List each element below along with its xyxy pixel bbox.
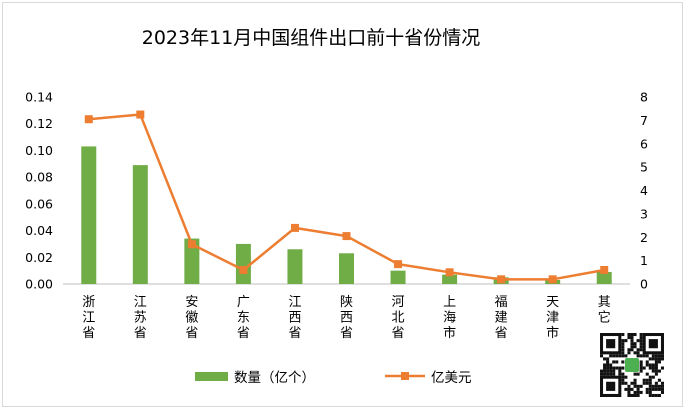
right-tick-label: 4 (640, 183, 648, 198)
legend-line-marker (401, 372, 409, 380)
line-point (600, 265, 609, 274)
bar (287, 249, 303, 284)
legend-line-label: 亿美元 (431, 370, 472, 386)
right-tick-label: 8 (640, 90, 648, 105)
right-tick-label: 1 (640, 253, 648, 268)
category-label: 安徽省 (185, 295, 198, 341)
bar (596, 271, 612, 284)
category-label: 上海市 (443, 295, 456, 341)
category-label: 陕西省 (340, 295, 353, 341)
right-tick-label: 3 (640, 206, 648, 221)
bar (132, 165, 148, 284)
right-axis-ticks: 0 1 2 3 4 5 6 7 8 (640, 90, 648, 292)
chart-frame: 2023年11月中国组件出口前十省份情况 0.00 0.02 0.04 0.06 0.0… (2, 2, 683, 407)
legend-bar-swatch (195, 372, 228, 381)
right-tick-label: 0 (640, 277, 648, 292)
category-label: 福建省 (495, 295, 508, 341)
category-label: 其它 (598, 295, 611, 326)
right-tick-label: 6 (640, 136, 648, 151)
category-label: 天津市 (546, 295, 559, 341)
chart-title: 2023年11月中国组件出口前十省份情况 (142, 27, 481, 49)
line-point (239, 265, 248, 274)
left-tick-label: 0.06 (25, 196, 53, 211)
bar (235, 243, 251, 284)
line-point (548, 275, 557, 284)
line-point (84, 115, 93, 124)
line-point (290, 223, 299, 232)
left-tick-label: 0.14 (25, 90, 53, 105)
left-tick-label: 0.02 (25, 250, 53, 265)
left-tick-label: 0.12 (25, 116, 53, 131)
category-label: 江苏省 (134, 295, 147, 341)
qr-code-image (600, 333, 664, 397)
line-point (136, 110, 145, 119)
category-label: 浙江省 (82, 295, 95, 341)
right-tick-label: 2 (640, 230, 648, 245)
category-label: 河北省 (392, 295, 405, 341)
line-point (187, 240, 196, 249)
bar (184, 238, 200, 284)
left-tick-label: 0.00 (25, 277, 53, 292)
line-point (445, 268, 454, 277)
category-label: 江西省 (288, 295, 301, 341)
bar (81, 146, 97, 284)
category-label: 广东省 (237, 295, 250, 341)
left-axis-ticks: 0.00 0.02 0.04 0.06 0.08 0.10 0.12 0.14 (25, 90, 53, 292)
left-tick-label: 0.08 (25, 170, 53, 185)
bar (390, 270, 406, 284)
left-tick-label: 0.04 (25, 223, 53, 238)
bar (339, 253, 354, 284)
category-labels: 浙江省 江苏省 安徽省 广东省 江西省 陕西省 河北省 上海市 福建省 天津市 其它 (82, 295, 610, 341)
right-tick-label: 5 (640, 160, 648, 175)
chart-canvas: 2023年11月中国组件出口前十省份情况 0.000.020.040.060.0… (25, 27, 664, 397)
bar (442, 274, 458, 284)
right-tick-label: 7 (640, 113, 648, 128)
line-point (497, 275, 506, 284)
legend: 数量（亿个） 亿美元 (195, 370, 472, 386)
line-series (84, 110, 609, 284)
legend-bar-label: 数量（亿个） (234, 370, 315, 386)
left-tick-label: 0.10 (25, 143, 53, 158)
line-point (394, 260, 403, 269)
line-point (342, 232, 351, 241)
